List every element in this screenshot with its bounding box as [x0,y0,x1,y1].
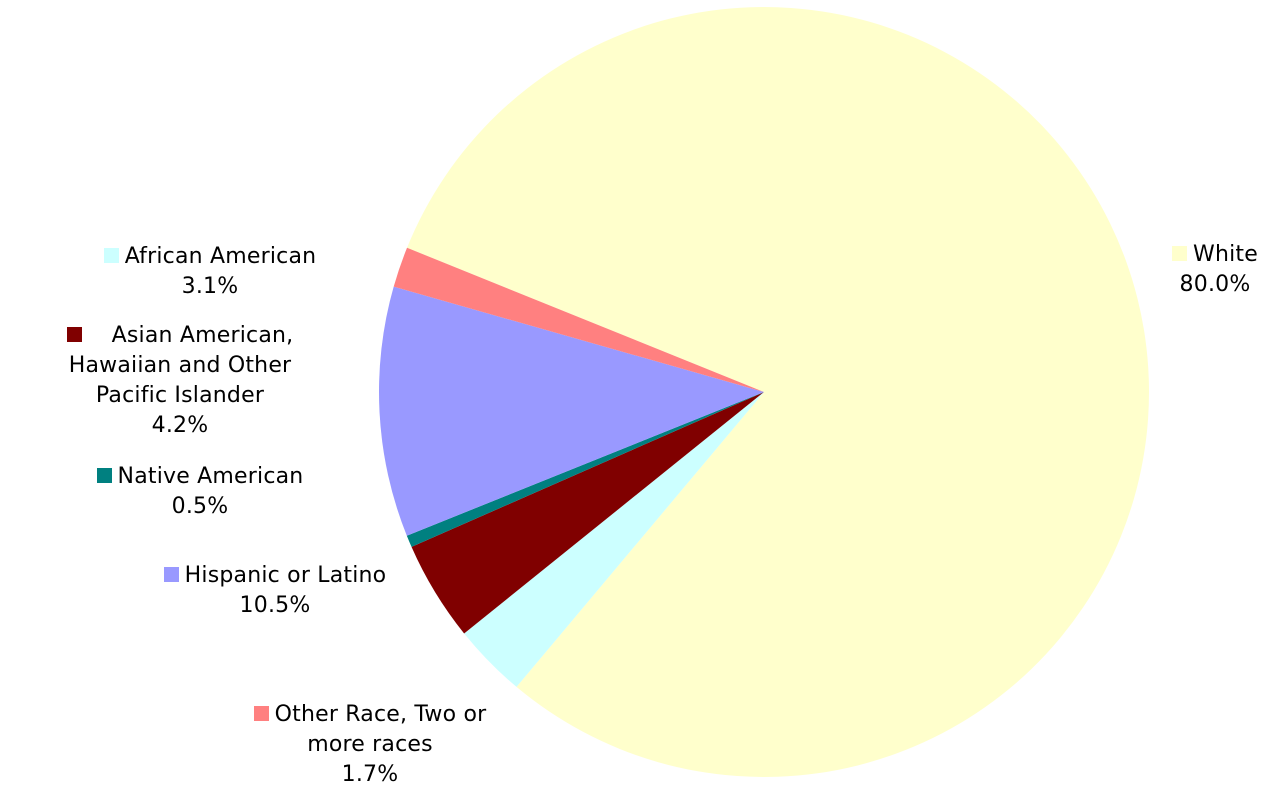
label-white: White 80.0% [1140,240,1270,300]
swatch-hispanic-or-latino [163,566,179,582]
pie-slice-african-american [464,392,764,687]
swatch-native-american [96,467,112,483]
swatch-white [1172,245,1187,261]
pie-slice-white [407,7,1149,778]
pie-slice-asian-american [411,392,764,634]
label-other-race: Other Race, Two or more races 1.7% [180,700,560,790]
pie-slice-native-american [406,392,764,547]
label-african-american: African American 3.1% [45,242,375,302]
label-native-american: Native American 0.5% [30,462,370,522]
label-asian-american: Asian American, Hawaiian and Other Pacif… [0,321,360,441]
swatch-african-american [103,247,119,263]
label-hispanic-or-latino: Hispanic or Latino 10.5% [90,561,460,621]
swatch-asian-american [66,326,82,342]
pie-slice-other-race [393,247,764,392]
pie-slice-hispanic-or-latino [379,286,764,536]
swatch-other-race [253,705,269,721]
